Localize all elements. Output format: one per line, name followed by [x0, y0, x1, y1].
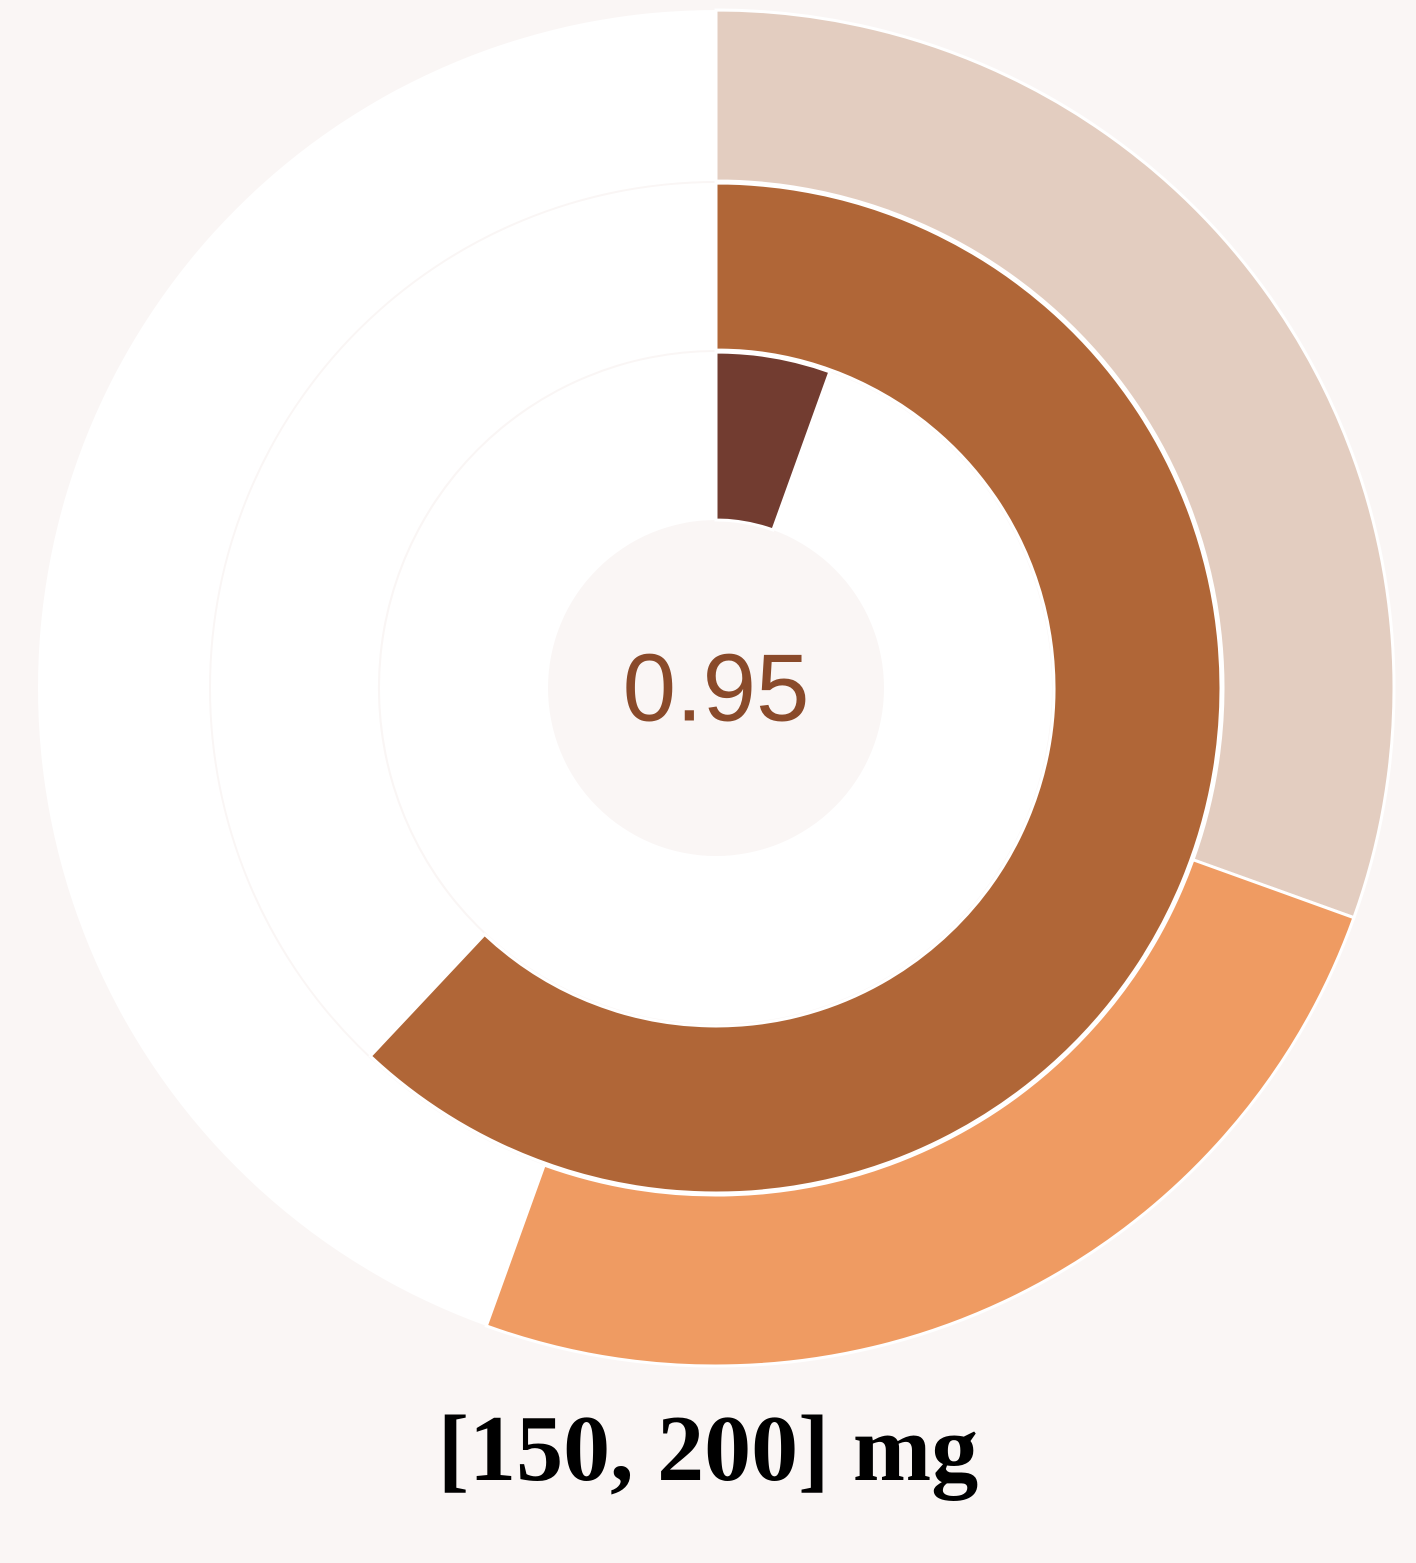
gauge-arc-outer-2: [484, 857, 1356, 1368]
center-value: 0.95: [623, 635, 810, 742]
gauge-arc-middle-1: [368, 181, 1223, 1195]
gauge-arc-outer-1: [714, 8, 1396, 920]
gauge-track-inner: [380, 352, 1052, 1024]
chart-caption: [150, 200] mg: [437, 1397, 979, 1501]
gauge-arc-inner-1: [714, 350, 832, 532]
center-disc: [550, 522, 882, 854]
gauge-rings: [38, 8, 1396, 1368]
